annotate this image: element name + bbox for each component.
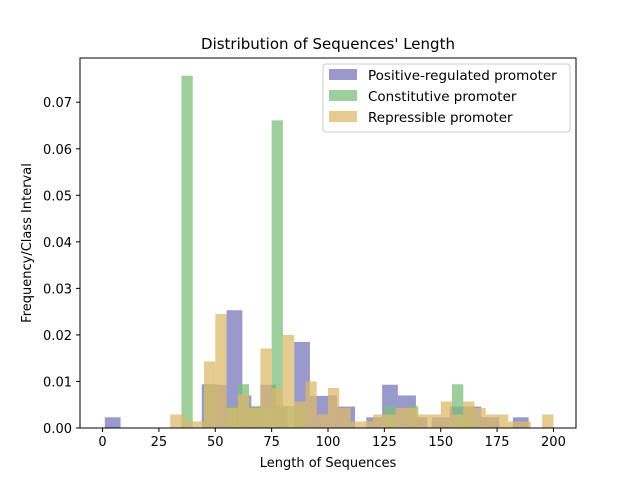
histogram-bar-series-3 <box>185 421 193 428</box>
histogram-bar-series-3 <box>508 421 520 428</box>
legend-swatch-series-1 <box>329 69 357 80</box>
histogram-bar-series-3 <box>384 414 396 428</box>
x-axis-ticks: 0 25 50 75 100 125 150 175 200 <box>98 428 566 450</box>
y-tick-label: 0.06 <box>43 143 72 158</box>
histogram-bar-series-3 <box>215 313 227 428</box>
histogram-bar-series-3 <box>305 381 317 428</box>
legend-swatch-series-3 <box>329 111 357 122</box>
y-tick-label: 0.05 <box>43 189 72 204</box>
y-tick-label: 0.04 <box>43 236 72 251</box>
histogram-bar-series-1 <box>104 417 121 428</box>
x-tick-label: 50 <box>207 435 224 450</box>
histogram-bar-series-3 <box>204 361 216 428</box>
y-tick-label: 0.02 <box>43 329 72 344</box>
x-tick-label: 175 <box>485 435 510 450</box>
y-tick-label: 0.07 <box>43 96 72 111</box>
y-axis-ticks: 0.00 0.01 0.02 0.03 0.04 0.05 0.06 0.07 <box>43 96 80 437</box>
histogram-bar-series-3 <box>542 414 554 428</box>
histogram-bar-series-3 <box>294 401 306 428</box>
x-tick-label: 0 <box>98 435 106 450</box>
histogram-bar-series-3 <box>249 407 261 428</box>
legend: Positive-regulated promoter Constitutive … <box>322 63 571 133</box>
histogram-bar-series-3 <box>418 414 430 428</box>
histogram-bar-series-3 <box>339 407 351 428</box>
legend-label-series-2: Constitutive promoter <box>368 89 517 105</box>
x-tick-label: 150 <box>428 435 453 450</box>
legend-label-series-1: Positive-regulated promoter <box>368 68 557 84</box>
histogram-bar-series-3 <box>485 414 498 428</box>
y-tick-label: 0.01 <box>43 375 72 390</box>
chart-title: Distribution of Sequences' Length <box>201 35 455 53</box>
histogram-bar-series-3 <box>361 421 374 428</box>
histogram-bar-series-3 <box>395 407 407 428</box>
x-tick-label: 200 <box>541 435 566 450</box>
histogram-bar-series-3 <box>440 401 452 428</box>
bars-layer <box>104 75 554 429</box>
x-tick-label: 25 <box>151 435 168 450</box>
histogram-bar-series-3 <box>373 414 385 428</box>
histogram-bar-series-3 <box>474 407 486 428</box>
histogram-bar-series-3 <box>282 334 295 428</box>
histogram-bar-series-3 <box>237 394 250 428</box>
histogram-bar-series-3 <box>260 348 272 428</box>
histogram-bar-series-3 <box>429 414 441 428</box>
histogram-bar-series-3 <box>463 401 475 428</box>
y-axis-label: Frequency/Class Interval <box>20 163 35 323</box>
histogram-bar-series-3 <box>170 414 186 428</box>
histogram-bar-series-2 <box>181 75 193 428</box>
x-tick-label: 125 <box>372 435 397 450</box>
legend-box <box>322 63 571 133</box>
y-tick-label: 0.03 <box>43 282 72 297</box>
histogram-bar-series-1 <box>431 417 450 428</box>
y-tick-label: 0.00 <box>43 422 72 437</box>
histogram-bar-series-3 <box>406 407 419 428</box>
histogram-bar-series-3 <box>226 407 238 428</box>
histogram-bar-series-3 <box>192 421 204 428</box>
x-axis-label: Length of Sequences <box>260 456 397 471</box>
histogram-bar-series-3 <box>271 387 283 428</box>
x-tick-label: 100 <box>316 435 341 450</box>
legend-label-series-3: Repressible promoter <box>368 110 513 126</box>
histogram-bar-series-3 <box>328 387 340 428</box>
histogram-bar-series-2 <box>452 384 464 428</box>
histogram-bar-series-2 <box>271 120 283 429</box>
histogram-bar-series-3 <box>497 414 509 428</box>
x-tick-label: 75 <box>263 435 280 450</box>
histogram-bar-series-3 <box>452 414 464 428</box>
histogram-bar-series-3 <box>519 421 531 428</box>
histogram-bar-series-3 <box>350 421 362 428</box>
legend-swatch-series-2 <box>329 90 357 101</box>
histogram-bar-series-3 <box>316 414 328 428</box>
